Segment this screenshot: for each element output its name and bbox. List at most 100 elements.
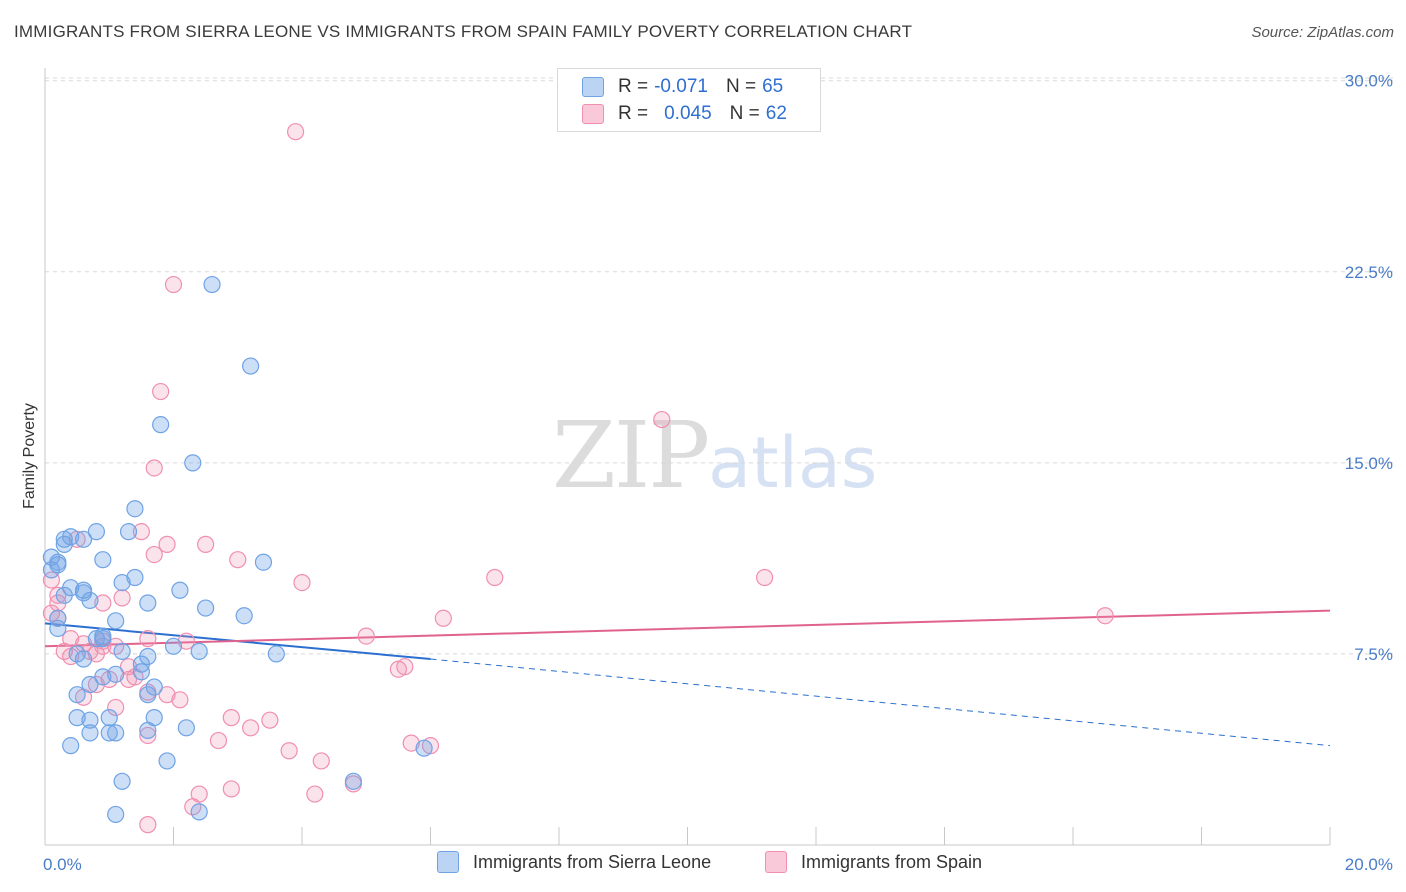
spain-point	[222, 709, 240, 727]
sierra-leone-point	[68, 709, 86, 727]
spain-point	[486, 568, 504, 587]
sierra-leone-point	[62, 737, 80, 755]
sierra-leone-point	[184, 454, 202, 472]
spain-point	[280, 742, 298, 760]
spain-point	[119, 658, 138, 676]
y-axis-label: Family Poverty	[21, 403, 38, 509]
sierra-leone-swatch	[582, 77, 604, 97]
sierra-leone-point	[203, 275, 221, 294]
sierra-leone-point	[171, 581, 189, 599]
spain-point	[402, 734, 420, 752]
sierra-leone-point	[177, 719, 195, 737]
spain-point	[171, 691, 189, 709]
spain-point	[152, 382, 170, 401]
sierra-leone-point	[107, 612, 125, 630]
spain-point	[139, 726, 157, 745]
spain-legend-label: Immigrants from Spain	[801, 851, 983, 872]
spain-point	[229, 551, 247, 569]
spain-point	[306, 785, 324, 803]
legend-item-spain: Immigrants from Spain	[765, 851, 982, 873]
sierra-leone-point	[145, 709, 163, 727]
n-value: 65	[762, 76, 784, 97]
spain-point	[145, 459, 163, 477]
sierra-leone-point	[100, 709, 118, 727]
r-value: 0.045	[664, 103, 712, 124]
data-points	[42, 123, 1114, 834]
n-label: N =	[725, 76, 757, 97]
y-tick-label: 15.0%	[1345, 454, 1393, 473]
sierra-leone-point	[139, 594, 157, 612]
spain-point	[113, 589, 131, 607]
sierra-leone-point	[81, 675, 99, 694]
sierra-leone-point	[126, 500, 144, 518]
chart-title: IMMIGRANTS FROM SIERRA LEONE VS IMMIGRAN…	[14, 22, 913, 41]
y-tick-label: 30.0%	[1345, 72, 1393, 91]
sierra-leone-point	[94, 668, 112, 686]
sierra-leone-point	[49, 619, 67, 638]
spain-point	[197, 535, 215, 553]
sierra-leone-point	[113, 772, 131, 790]
sierra-leone-point	[74, 530, 93, 548]
sierra-leone-point	[113, 642, 131, 660]
sierra-leone-point	[107, 805, 125, 824]
spain-point	[222, 780, 240, 798]
spain-point	[755, 568, 774, 587]
sierra-leone-point	[145, 678, 163, 696]
spain-point	[1096, 607, 1114, 625]
spain-point	[209, 731, 228, 750]
sierra-leone-point	[415, 739, 433, 757]
sierra-leone-point	[126, 568, 144, 587]
n-value: 62	[765, 103, 787, 124]
sierra-leone-trend-dashed	[430, 658, 1331, 747]
sierra-leone-point	[190, 642, 208, 660]
spain-point	[164, 275, 183, 294]
watermark-zip: ZIP	[552, 402, 710, 509]
spain-point	[177, 632, 195, 650]
sierra-leone-point	[152, 416, 170, 434]
spain-point	[261, 711, 279, 729]
spain-point	[286, 123, 305, 141]
spain-point	[293, 574, 311, 592]
spain-point	[158, 686, 176, 704]
spain-point	[396, 658, 414, 676]
x-tick-label-max: 20.0%	[1345, 855, 1393, 874]
sierra-leone-legend-label: Immigrants from Sierra Leone	[473, 851, 712, 872]
sierra-leone-point	[254, 553, 273, 571]
sierra-leone-point	[190, 803, 208, 821]
sierra-leone-point	[74, 650, 93, 668]
sierra-leone-point	[235, 607, 253, 625]
spain-point	[145, 545, 163, 564]
sierra-leone-point	[94, 627, 112, 645]
watermark: ZIPatlas	[552, 402, 877, 509]
axes	[44, 68, 1331, 846]
sierra-leone-legend-swatch	[437, 851, 459, 873]
sierra-leone-point	[81, 591, 99, 610]
sierra-leone-point	[49, 553, 67, 571]
sierra-leone-point	[100, 724, 118, 742]
spain-point	[107, 698, 125, 717]
spain-point	[42, 571, 61, 589]
r-label: R =	[618, 76, 649, 97]
spain-point	[653, 410, 671, 429]
n-label: N =	[729, 103, 760, 124]
sierra-leone-point	[94, 551, 112, 569]
sierra-leone-point	[81, 711, 99, 729]
y-tick-label: 22.5%	[1345, 263, 1393, 282]
sierra-leone-point	[49, 609, 67, 627]
sierra-leone-point	[113, 574, 131, 592]
spain-point	[158, 535, 176, 553]
sierra-leone-point	[197, 599, 215, 617]
spain-point	[357, 627, 375, 645]
y-tick-label: 7.5%	[1354, 645, 1393, 664]
spain-point	[139, 630, 157, 648]
sierra-leone-point	[158, 752, 176, 770]
sierra-leone-point	[242, 357, 260, 375]
legend-item-sierra-leone: Immigrants from Sierra Leone	[437, 851, 711, 873]
spain-point	[94, 594, 112, 612]
spain-swatch	[582, 104, 604, 124]
sierra-leone-point	[81, 724, 99, 742]
spain-point	[139, 816, 157, 834]
sierra-leone-point	[119, 523, 138, 541]
spain-point	[132, 523, 150, 541]
